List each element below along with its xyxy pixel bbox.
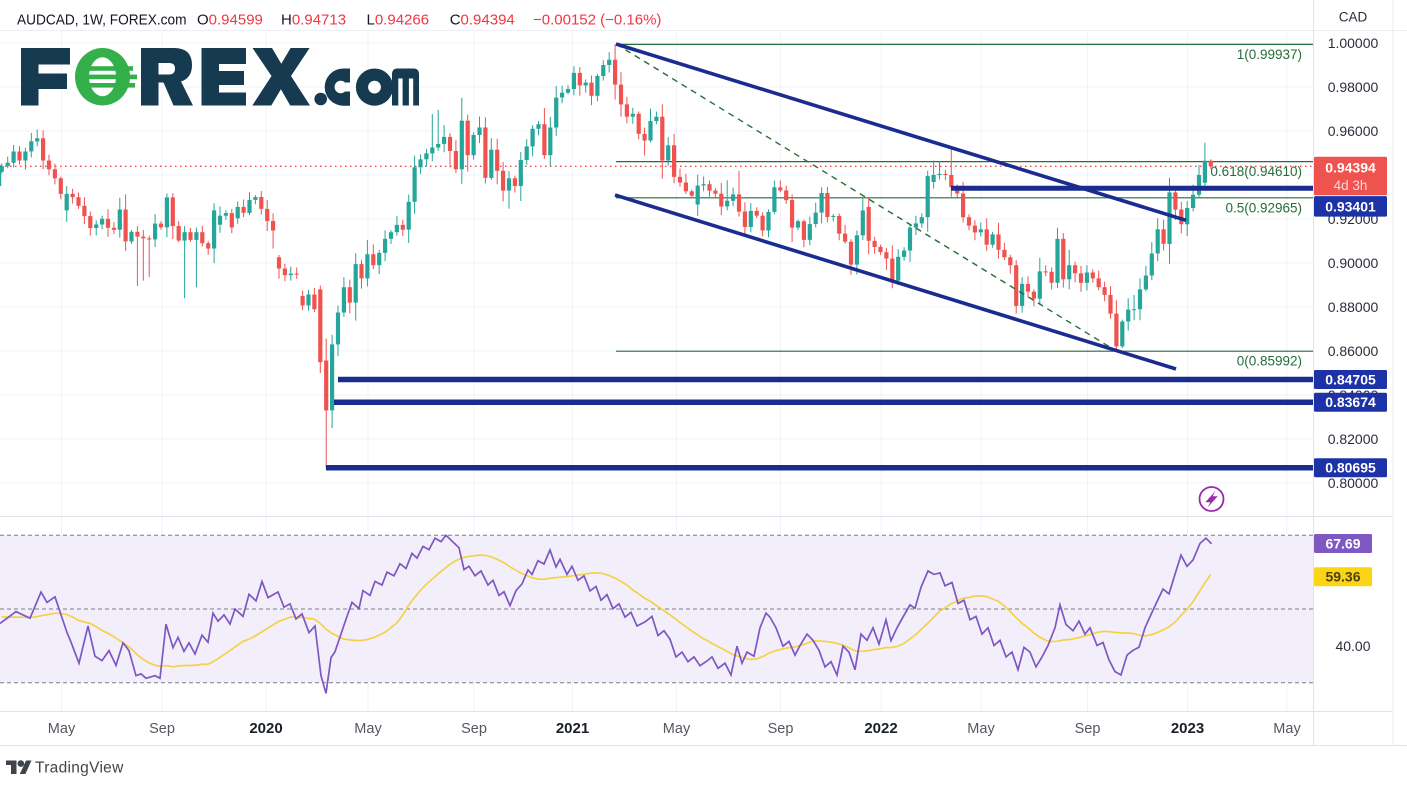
svg-text:Sep: Sep [149,721,175,737]
svg-text:0.98000: 0.98000 [1328,79,1379,95]
svg-text:0.80695: 0.80695 [1325,460,1376,476]
svg-text:4d 3h: 4d 3h [1334,178,1368,193]
svg-text:May: May [354,721,382,737]
svg-text:May: May [1273,721,1301,737]
svg-text:Sep: Sep [768,721,794,737]
svg-text:May: May [967,721,995,737]
svg-text:0.82000: 0.82000 [1328,431,1379,447]
svg-text:O0.94599: O0.94599 [197,12,263,29]
svg-text:2021: 2021 [556,720,589,737]
svg-text:1.00000: 1.00000 [1328,35,1379,51]
svg-text:67.69: 67.69 [1325,536,1360,552]
svg-text:59.36: 59.36 [1325,569,1360,585]
svg-text:0.84705: 0.84705 [1325,372,1376,388]
svg-text:0.94394: 0.94394 [1325,160,1376,176]
svg-text:AUDCAD, 1W, FOREX.com: AUDCAD, 1W, FOREX.com [17,13,187,29]
svg-text:0.88000: 0.88000 [1328,299,1379,315]
svg-text:Sep: Sep [1075,721,1101,737]
svg-text:L0.94266: L0.94266 [367,12,430,29]
svg-text:H0.94713: H0.94713 [281,12,346,29]
svg-text:0.83674: 0.83674 [1325,394,1376,410]
svg-text:−0.00152 (−0.16%): −0.00152 (−0.16%) [533,12,661,29]
svg-text:May: May [48,721,76,737]
svg-text:TradingView: TradingView [35,760,124,777]
svg-text:2020: 2020 [249,720,282,737]
svg-text:Sep: Sep [461,721,487,737]
svg-text:0.96000: 0.96000 [1328,123,1379,139]
svg-text:0(0.85992): 0(0.85992) [1237,354,1302,369]
svg-text:2023: 2023 [1171,720,1204,737]
svg-text:0.80000: 0.80000 [1328,475,1379,491]
svg-text:May: May [663,721,691,737]
svg-text:2022: 2022 [864,720,897,737]
svg-text:CAD: CAD [1339,10,1368,25]
svg-text:C0.94394: C0.94394 [450,12,515,29]
svg-text:0.5(0.92965): 0.5(0.92965) [1225,200,1302,215]
svg-text:40.00: 40.00 [1335,638,1370,654]
svg-text:0.90000: 0.90000 [1328,255,1379,271]
svg-text:1(0.99937): 1(0.99937) [1237,47,1302,62]
svg-text:0.86000: 0.86000 [1328,343,1379,359]
svg-text:0.618(0.94610): 0.618(0.94610) [1210,164,1302,179]
svg-text:0.93401: 0.93401 [1325,198,1376,214]
